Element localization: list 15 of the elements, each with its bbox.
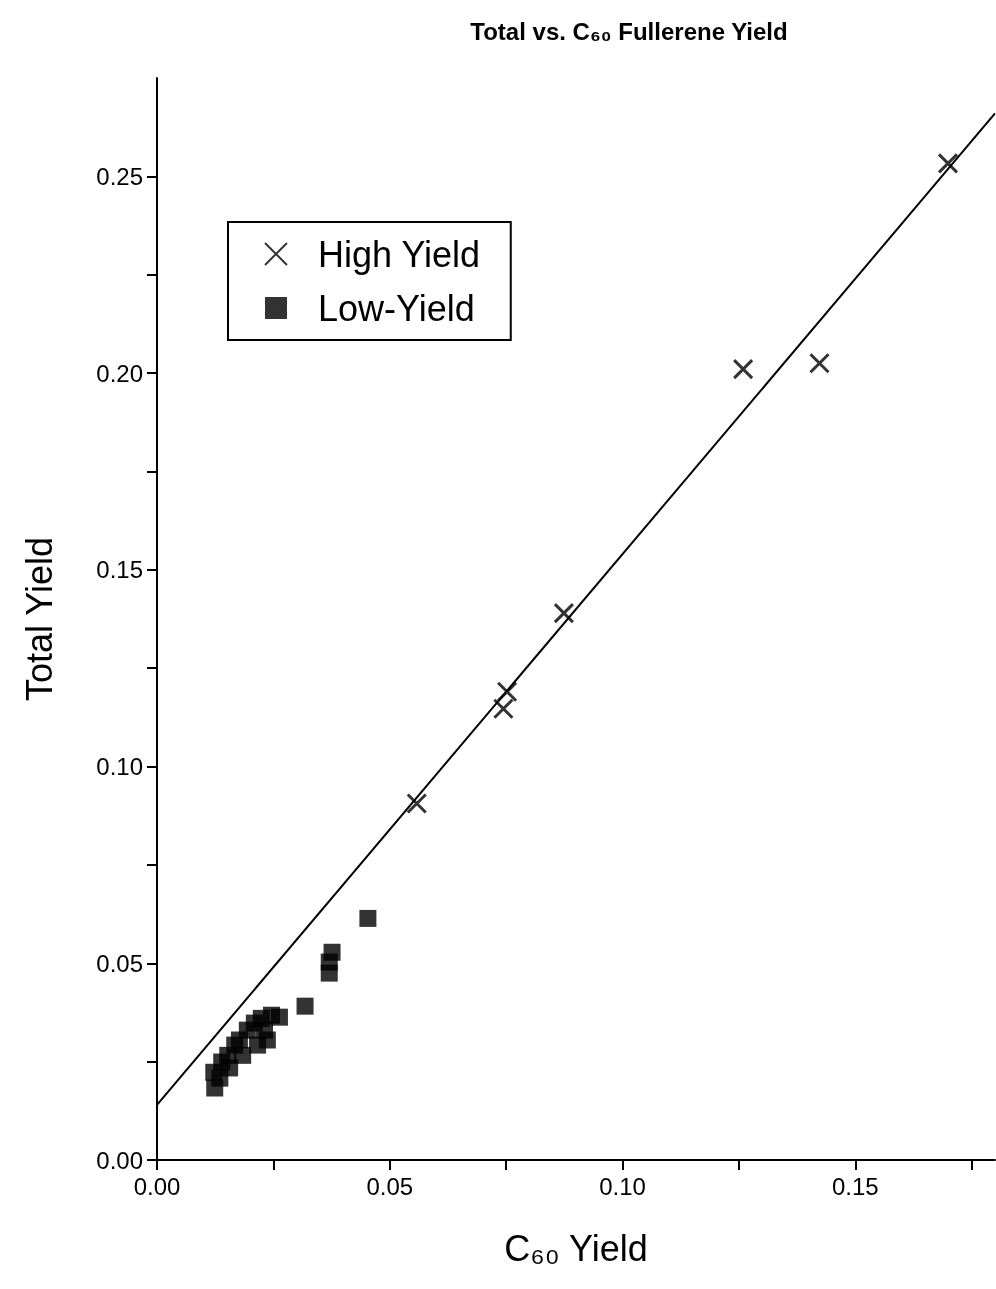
y-tick-label: 0.15 bbox=[96, 556, 143, 584]
x-tick-label: 0.10 bbox=[599, 1172, 646, 1200]
y-tick-label: 0.00 bbox=[96, 1146, 143, 1174]
x-tick-label: 0.00 bbox=[133, 1172, 181, 1200]
legend-label: High Yield bbox=[318, 233, 481, 275]
y-tick-label: 0.20 bbox=[96, 359, 143, 387]
x-tick-label: 0.15 bbox=[831, 1172, 879, 1200]
y-tick-label: 0.25 bbox=[96, 162, 143, 190]
y-tick-label: 0.10 bbox=[96, 753, 143, 781]
y-axis-title: Total Yield bbox=[18, 536, 60, 702]
chart-title: Total vs. C₆₀ Fullerene Yield bbox=[470, 17, 788, 45]
x-axis-title: C₆₀ Yield bbox=[504, 1227, 648, 1269]
y-tick-label: 0.05 bbox=[96, 949, 143, 977]
x-tick-label: 0.05 bbox=[366, 1172, 414, 1200]
legend-label: Low-Yield bbox=[318, 287, 475, 329]
